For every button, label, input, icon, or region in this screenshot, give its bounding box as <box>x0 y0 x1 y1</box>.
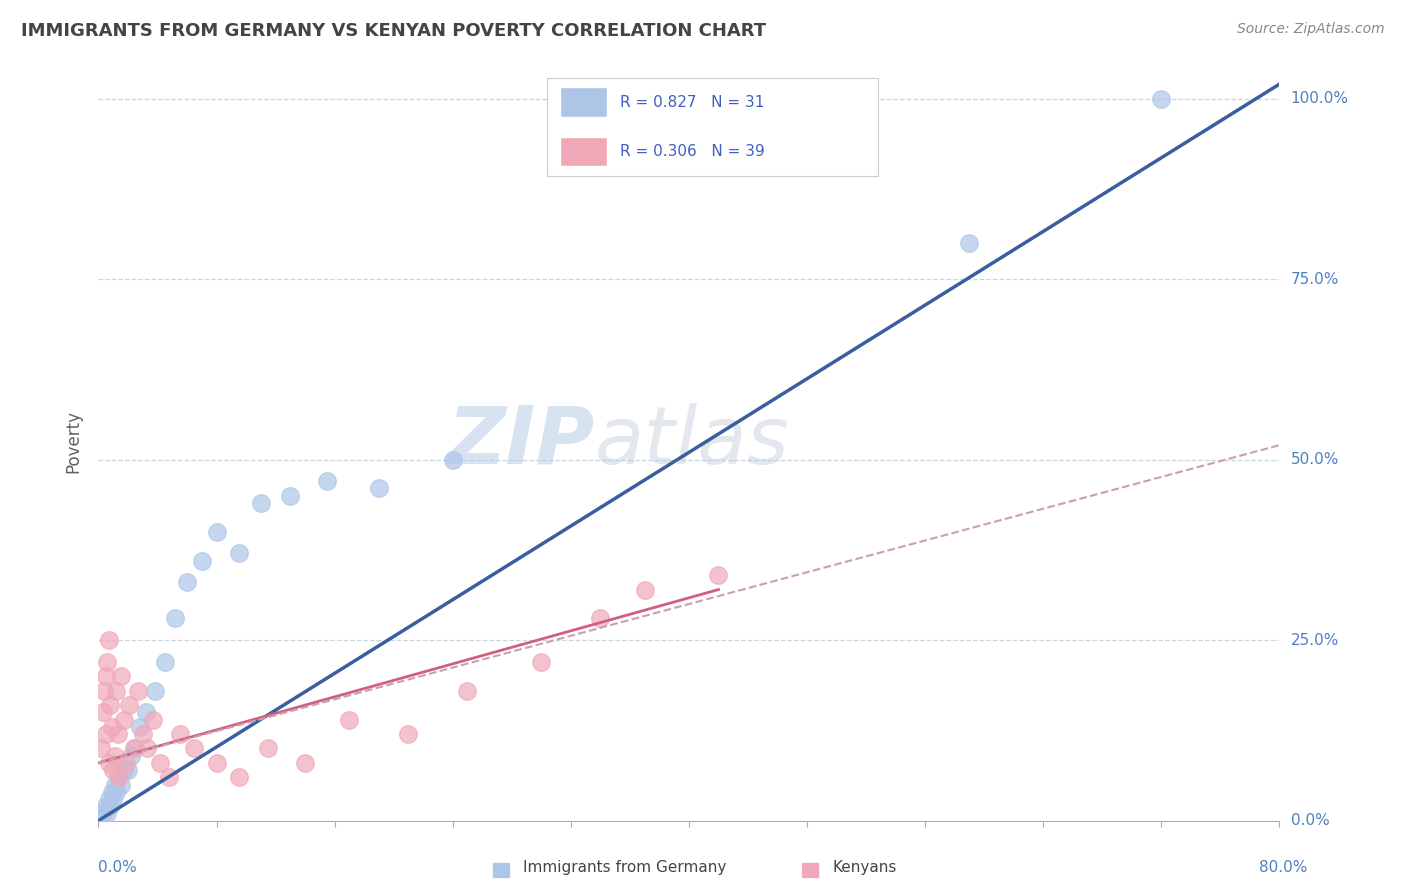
Point <box>94 669 117 683</box>
Point <box>93 683 115 698</box>
Text: atlas: atlas <box>595 402 789 481</box>
Point <box>165 611 187 625</box>
Point <box>104 778 127 792</box>
Point <box>707 568 730 582</box>
Point <box>105 683 128 698</box>
Point <box>108 770 131 784</box>
Point <box>250 496 273 510</box>
Point <box>104 748 127 763</box>
Text: IMMIGRANTS FROM GERMANY VS KENYAN POVERTY CORRELATION CHART: IMMIGRANTS FROM GERMANY VS KENYAN POVERT… <box>21 22 766 40</box>
Point <box>634 582 657 597</box>
Point <box>280 489 302 503</box>
Point <box>98 799 121 814</box>
Point <box>149 756 172 770</box>
Point <box>94 799 117 814</box>
Point <box>103 792 125 806</box>
Point <box>98 698 121 712</box>
Point <box>118 698 141 712</box>
Point <box>117 763 139 777</box>
Text: Kenyans: Kenyans <box>832 861 897 875</box>
Point <box>228 546 250 560</box>
Point <box>107 727 129 741</box>
Point <box>1150 91 1173 105</box>
Point <box>176 575 198 590</box>
Text: 80.0%: 80.0% <box>1260 860 1308 874</box>
Point <box>112 763 135 777</box>
Point <box>368 482 391 496</box>
Point <box>103 763 125 777</box>
Point <box>112 713 135 727</box>
Point <box>90 741 112 756</box>
Point <box>97 633 120 648</box>
Point <box>97 792 120 806</box>
Point <box>191 554 214 568</box>
Point <box>294 756 316 770</box>
Point <box>128 720 150 734</box>
Point <box>110 778 132 792</box>
Point <box>183 741 205 756</box>
Point <box>142 713 165 727</box>
Point <box>122 741 145 756</box>
Point <box>205 756 228 770</box>
Point <box>100 785 122 799</box>
Point <box>441 452 464 467</box>
Point <box>120 748 142 763</box>
Point <box>316 475 339 489</box>
Point <box>228 770 250 784</box>
Point <box>124 741 146 756</box>
Point <box>153 655 176 669</box>
Point <box>143 683 166 698</box>
Y-axis label: Poverty: Poverty <box>65 410 83 473</box>
Point <box>127 683 149 698</box>
Point <box>100 720 122 734</box>
Point <box>136 741 159 756</box>
Point <box>96 655 118 669</box>
Text: ZIP: ZIP <box>447 402 595 481</box>
Point <box>96 806 118 821</box>
Text: 50.0%: 50.0% <box>1291 452 1339 467</box>
Point <box>94 727 117 741</box>
Point <box>91 706 114 720</box>
Point <box>107 770 129 784</box>
Text: 0.0%: 0.0% <box>1291 814 1329 828</box>
Point <box>157 770 180 784</box>
Point <box>135 706 157 720</box>
Point <box>132 727 155 741</box>
Text: Source: ZipAtlas.com: Source: ZipAtlas.com <box>1237 22 1385 37</box>
Text: 0.0%: 0.0% <box>98 860 138 874</box>
Point <box>530 655 553 669</box>
Point <box>91 806 114 821</box>
Point <box>105 785 128 799</box>
Text: Immigrants from Germany: Immigrants from Germany <box>523 861 727 875</box>
Text: 75.0%: 75.0% <box>1291 271 1339 286</box>
Point <box>110 669 132 683</box>
Point <box>97 756 120 770</box>
Point <box>457 683 479 698</box>
Text: 25.0%: 25.0% <box>1291 632 1339 648</box>
Point <box>589 611 612 625</box>
Point <box>257 741 280 756</box>
Point <box>959 235 981 250</box>
Point <box>205 524 228 539</box>
Text: 100.0%: 100.0% <box>1291 91 1348 106</box>
Point <box>115 756 138 770</box>
Point <box>169 727 191 741</box>
Point <box>339 713 361 727</box>
Point <box>398 727 420 741</box>
